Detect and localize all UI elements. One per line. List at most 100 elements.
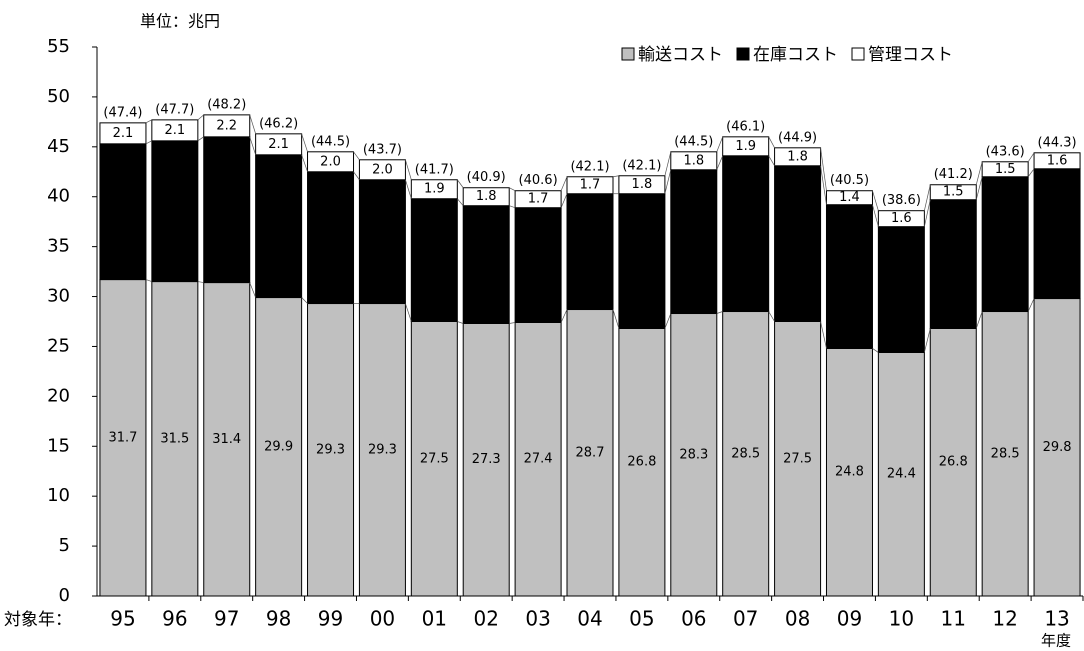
bar-segment bbox=[825, 190, 873, 206]
x-tick-label: 11 bbox=[941, 607, 966, 631]
x-tick-label: 01 bbox=[422, 607, 447, 631]
x-tick-label: 10 bbox=[889, 607, 914, 631]
bar-segment bbox=[358, 179, 406, 305]
connector bbox=[145, 140, 153, 145]
bar-segment bbox=[722, 155, 770, 313]
connector bbox=[975, 176, 983, 200]
connector bbox=[353, 151, 360, 161]
total-label: (44.9) bbox=[778, 130, 817, 145]
x-tick-label: 05 bbox=[629, 607, 654, 631]
bar-segment bbox=[514, 190, 562, 209]
connector bbox=[353, 171, 360, 180]
x-tick-label: 03 bbox=[525, 607, 550, 631]
value-label: 31.7 bbox=[108, 430, 137, 445]
total-label: (46.1) bbox=[726, 119, 765, 134]
connector bbox=[249, 282, 256, 298]
connector bbox=[457, 321, 464, 324]
value-label: 28.7 bbox=[576, 445, 605, 460]
total-label: (43.7) bbox=[363, 142, 402, 157]
connector bbox=[820, 165, 827, 205]
bar-segment bbox=[203, 282, 251, 597]
connector bbox=[872, 348, 879, 353]
bar-segment bbox=[618, 175, 666, 195]
total-label: (41.7) bbox=[415, 162, 454, 177]
connector bbox=[872, 204, 879, 227]
bar-segment bbox=[618, 327, 666, 597]
value-label: 12.3 bbox=[420, 253, 449, 268]
bar-segment bbox=[566, 176, 614, 195]
total-label: (38.6) bbox=[882, 193, 921, 208]
x-prefix: 対象年： bbox=[4, 610, 72, 630]
y-tick-label: 35 bbox=[47, 236, 70, 257]
connector bbox=[301, 297, 308, 304]
bar-segment bbox=[929, 327, 977, 597]
y-tick-label: 45 bbox=[47, 136, 70, 157]
bar-segment bbox=[255, 133, 303, 156]
bar-segment bbox=[255, 154, 303, 299]
bar-segment bbox=[151, 140, 199, 283]
connector bbox=[560, 176, 568, 191]
value-label: 11.5 bbox=[524, 258, 553, 273]
value-label: 13.5 bbox=[991, 237, 1020, 252]
total-label: (42.1) bbox=[570, 159, 609, 174]
x-tick-label: 09 bbox=[837, 607, 862, 631]
connector bbox=[768, 155, 775, 166]
value-label: 1.7 bbox=[528, 192, 549, 207]
connector bbox=[924, 184, 931, 211]
value-label: 13.6 bbox=[108, 204, 137, 219]
value-label: 13.0 bbox=[1043, 226, 1072, 241]
value-label: 1.9 bbox=[424, 182, 445, 197]
bar-segment bbox=[774, 147, 822, 167]
bar-segment bbox=[255, 297, 303, 597]
bar-segment bbox=[566, 193, 614, 311]
connector bbox=[975, 161, 983, 185]
x-tick-label: 04 bbox=[577, 607, 602, 631]
bar-segment bbox=[462, 187, 510, 207]
bar-segment bbox=[774, 321, 822, 597]
legend-swatch bbox=[851, 47, 865, 61]
value-label: 12.6 bbox=[887, 282, 916, 297]
total-label: (44.5) bbox=[674, 134, 713, 149]
y-tick-label: 30 bbox=[47, 286, 70, 307]
value-label: 2.1 bbox=[268, 137, 289, 152]
value-label: 2.1 bbox=[113, 126, 134, 141]
bar-segment bbox=[1033, 152, 1081, 170]
total-label: (44.5) bbox=[311, 134, 350, 149]
connector bbox=[612, 175, 619, 178]
bar-segment bbox=[307, 151, 355, 173]
connector bbox=[1027, 298, 1035, 312]
value-label: 1.5 bbox=[943, 185, 964, 200]
x-tick-label: 96 bbox=[162, 607, 187, 631]
value-label: 29.3 bbox=[316, 442, 345, 457]
bar-segment bbox=[670, 151, 718, 171]
value-label: 29.3 bbox=[368, 442, 397, 457]
value-label: 14.4 bbox=[835, 269, 864, 284]
value-label: 31.4 bbox=[212, 432, 241, 447]
value-label: 1.8 bbox=[683, 153, 704, 168]
legend-label: 管理コスト bbox=[868, 45, 953, 65]
connector bbox=[716, 136, 724, 152]
connector bbox=[405, 179, 412, 199]
bar-segment bbox=[410, 198, 458, 322]
bar-segment bbox=[462, 205, 510, 324]
connector bbox=[457, 198, 464, 206]
x-tick-label: 02 bbox=[473, 607, 498, 631]
value-label: 11.6 bbox=[576, 244, 605, 259]
value-label: 28.3 bbox=[679, 447, 708, 462]
bar-segment bbox=[774, 165, 822, 322]
value-label: 2.0 bbox=[320, 154, 341, 169]
connector bbox=[405, 303, 412, 322]
connector bbox=[716, 155, 724, 170]
value-label: 1.4 bbox=[839, 190, 860, 205]
value-label: 1.9 bbox=[735, 139, 756, 154]
connector bbox=[820, 321, 827, 349]
bar-segment bbox=[929, 184, 977, 201]
value-label: 14.4 bbox=[679, 234, 708, 249]
connector bbox=[924, 328, 931, 353]
value-label: 1.6 bbox=[1047, 153, 1068, 168]
value-label: 26.8 bbox=[939, 455, 968, 470]
x-tick-label: 13 bbox=[1044, 607, 1069, 631]
y-tick-label: 50 bbox=[47, 86, 70, 107]
connector bbox=[872, 190, 879, 211]
